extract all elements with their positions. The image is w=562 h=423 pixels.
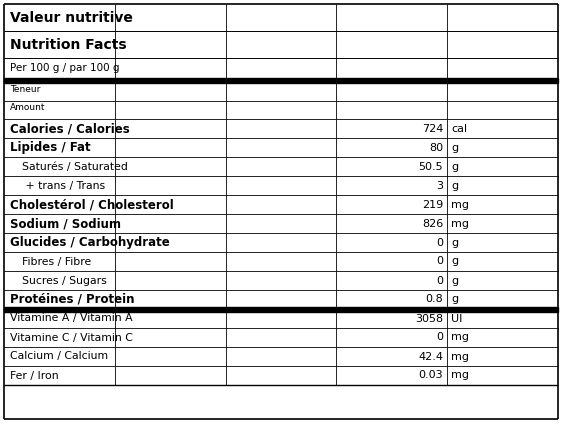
Bar: [4, 307, 558, 312]
Text: 3: 3: [436, 181, 443, 190]
Text: Nutrition Facts: Nutrition Facts: [10, 38, 126, 52]
Text: 0: 0: [436, 256, 443, 266]
Text: 0.8: 0.8: [425, 294, 443, 305]
Text: g: g: [451, 294, 459, 305]
Text: Saturés / Saturated: Saturés / Saturated: [22, 162, 128, 171]
Text: 0: 0: [436, 275, 443, 286]
Text: Lipides / Fat: Lipides / Fat: [10, 141, 90, 154]
Text: 80: 80: [429, 143, 443, 153]
Text: 219: 219: [422, 200, 443, 209]
Text: 826: 826: [422, 219, 443, 228]
Text: mg: mg: [451, 371, 469, 381]
Text: g: g: [451, 162, 459, 171]
Text: mg: mg: [451, 352, 469, 362]
Text: g: g: [451, 275, 459, 286]
Text: 3058: 3058: [415, 313, 443, 324]
Text: Protéines / Protein: Protéines / Protein: [10, 293, 134, 306]
Text: 0: 0: [436, 332, 443, 343]
Text: g: g: [451, 256, 459, 266]
Text: Vitamine C / Vitamin C: Vitamine C / Vitamin C: [10, 332, 133, 343]
Text: Per 100 g / par 100 g: Per 100 g / par 100 g: [10, 63, 120, 73]
Text: mg: mg: [451, 200, 469, 209]
Text: 0.03: 0.03: [419, 371, 443, 381]
Text: 724: 724: [422, 124, 443, 134]
Text: mg: mg: [451, 332, 469, 343]
Text: g: g: [451, 181, 459, 190]
Bar: [4, 78, 558, 83]
Text: Vitamine A / Vitamin A: Vitamine A / Vitamin A: [10, 313, 133, 324]
Text: UI: UI: [451, 313, 463, 324]
Text: Fibres / Fibre: Fibres / Fibre: [22, 256, 91, 266]
Text: Amount: Amount: [10, 103, 46, 112]
Text: 42.4: 42.4: [418, 352, 443, 362]
Text: Calcium / Calcium: Calcium / Calcium: [10, 352, 108, 362]
Text: Teneur: Teneur: [10, 85, 40, 94]
Text: Sucres / Sugars: Sucres / Sugars: [22, 275, 107, 286]
Text: mg: mg: [451, 219, 469, 228]
Text: g: g: [451, 143, 459, 153]
Text: g: g: [451, 237, 459, 247]
Text: 0: 0: [436, 237, 443, 247]
Text: Valeur nutritive: Valeur nutritive: [10, 11, 133, 25]
Text: + trans / Trans: + trans / Trans: [22, 181, 105, 190]
Text: Glucides / Carbohydrate: Glucides / Carbohydrate: [10, 236, 170, 249]
Text: cal: cal: [451, 124, 468, 134]
Text: Cholestérol / Cholesterol: Cholestérol / Cholesterol: [10, 198, 174, 211]
Text: Calories / Calories: Calories / Calories: [10, 122, 130, 135]
Text: Sodium / Sodium: Sodium / Sodium: [10, 217, 121, 230]
Text: 50.5: 50.5: [419, 162, 443, 171]
Text: Fer / Iron: Fer / Iron: [10, 371, 58, 381]
